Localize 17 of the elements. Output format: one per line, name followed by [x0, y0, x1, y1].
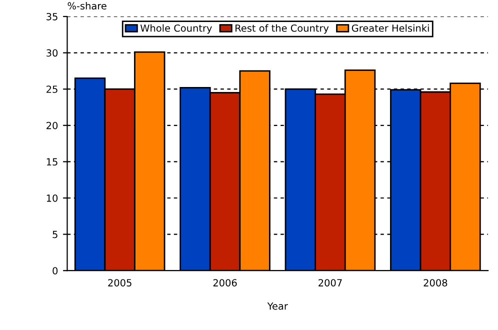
y-axis-title: %-share: [68, 2, 106, 10]
y-tick-label: 0: [52, 267, 58, 274]
y-tick-label: 5: [52, 230, 58, 238]
x-axis-title: Year: [267, 302, 288, 310]
legend-label: Greater Helsinki: [352, 24, 429, 32]
legend-label: Rest of the Country: [236, 24, 329, 34]
y-tick-label: 10: [46, 194, 58, 202]
y-tick-label: 20: [46, 122, 58, 130]
x-tick-label: 2006: [213, 279, 237, 286]
y-tick-label: 15: [46, 158, 58, 166]
y-tick-label: 35: [46, 12, 58, 20]
y-tick-label: 30: [46, 49, 58, 57]
x-tick-label: 2007: [318, 279, 342, 286]
x-tick-label: 2005: [108, 279, 132, 286]
y-tick-label: 25: [46, 86, 58, 93]
legend-label: Whole Country: [140, 24, 212, 34]
x-tick-label: 2008: [424, 279, 448, 286]
